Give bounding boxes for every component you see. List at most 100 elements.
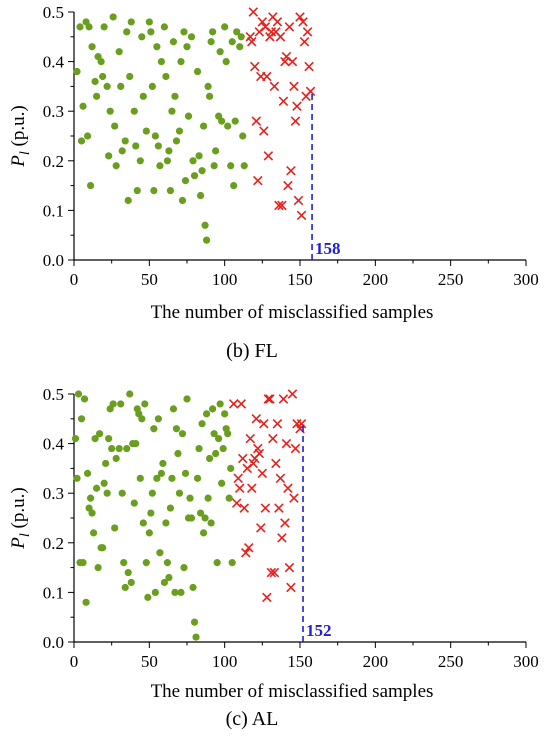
data-point <box>73 67 81 76</box>
data-point <box>263 151 274 161</box>
data-point <box>160 578 168 587</box>
data-point <box>245 433 256 444</box>
data-point <box>233 28 241 36</box>
data-point <box>162 519 170 527</box>
y-axis-title: Pl (p.u.) <box>8 105 33 167</box>
data-point <box>237 453 248 464</box>
data-point <box>289 493 299 503</box>
data-point <box>79 102 87 110</box>
data-point <box>283 180 293 191</box>
data-point <box>126 72 134 81</box>
data-point <box>233 473 243 484</box>
data-point <box>278 96 289 107</box>
data-point <box>177 588 185 597</box>
series-circle <box>71 390 236 641</box>
data-point <box>206 454 214 463</box>
data-point <box>184 112 193 120</box>
data-point <box>221 23 229 31</box>
data-point <box>174 449 182 458</box>
data-point <box>172 137 181 145</box>
data-point <box>240 547 251 558</box>
data-point <box>196 509 205 517</box>
data-point <box>157 469 165 477</box>
data-point <box>102 459 110 468</box>
data-point <box>250 61 260 72</box>
y-axis-title: Pl (p.u.) <box>8 487 33 549</box>
data-point <box>105 435 113 443</box>
data-point <box>228 38 236 46</box>
data-point <box>262 71 272 82</box>
data-point <box>109 13 117 21</box>
data-point <box>257 17 268 27</box>
data-point <box>219 444 227 453</box>
data-point <box>89 529 98 537</box>
data-point <box>180 28 188 36</box>
y-tick-label: 0.3 <box>43 484 64 503</box>
data-point <box>159 459 167 468</box>
y-tick-label: 0.2 <box>43 152 64 171</box>
data-point <box>269 81 280 92</box>
data-point <box>118 147 126 155</box>
data-point <box>106 107 114 115</box>
data-point <box>138 415 146 423</box>
data-point <box>209 28 217 36</box>
data-point <box>296 418 307 429</box>
data-point <box>212 147 220 155</box>
data-point <box>228 399 239 409</box>
data-point <box>139 519 147 527</box>
x-tick-label: 200 <box>363 270 389 289</box>
data-point <box>108 444 116 453</box>
data-point <box>234 483 245 494</box>
data-point <box>147 28 155 36</box>
data-point <box>127 18 135 26</box>
data-point <box>189 157 197 165</box>
data-point <box>222 58 230 66</box>
y-tick-label: 0.4 <box>43 53 65 72</box>
data-point <box>171 588 179 597</box>
data-point <box>275 473 286 484</box>
data-point <box>141 400 149 408</box>
data-point <box>260 503 271 513</box>
data-point <box>193 67 202 76</box>
data-point <box>251 116 262 126</box>
x-tick-label: 300 <box>513 652 539 671</box>
data-point <box>126 390 134 398</box>
data-point <box>80 395 89 403</box>
threshold-label: 152 <box>306 621 332 640</box>
data-point <box>175 489 184 497</box>
data-point <box>295 12 305 22</box>
data-point <box>118 489 126 497</box>
data-point <box>153 43 161 51</box>
data-point <box>289 81 299 92</box>
data-point <box>169 405 178 413</box>
data-point <box>210 162 218 170</box>
data-point <box>130 107 138 115</box>
data-point <box>156 162 164 170</box>
data-point <box>192 633 200 641</box>
data-point <box>239 132 247 140</box>
x-axis-title: The number of misclassified samples <box>151 681 434 702</box>
data-point <box>124 196 132 205</box>
data-point <box>227 162 235 170</box>
data-point <box>265 394 275 404</box>
data-point <box>247 483 257 494</box>
data-point <box>88 509 96 517</box>
data-point <box>195 444 203 453</box>
data-point <box>290 443 301 454</box>
data-point <box>199 529 208 537</box>
data-point <box>77 415 86 423</box>
data-point <box>201 221 209 229</box>
data-point <box>202 236 211 244</box>
data-point <box>157 58 165 66</box>
data-point <box>120 559 128 567</box>
data-point <box>216 48 224 56</box>
data-point <box>277 200 287 211</box>
data-point <box>263 394 274 404</box>
x-tick-label: 300 <box>513 270 539 289</box>
data-point <box>142 559 150 567</box>
data-point <box>204 82 212 90</box>
data-point <box>151 132 159 140</box>
data-point <box>111 122 119 130</box>
data-point <box>221 410 229 418</box>
data-point <box>163 157 172 165</box>
